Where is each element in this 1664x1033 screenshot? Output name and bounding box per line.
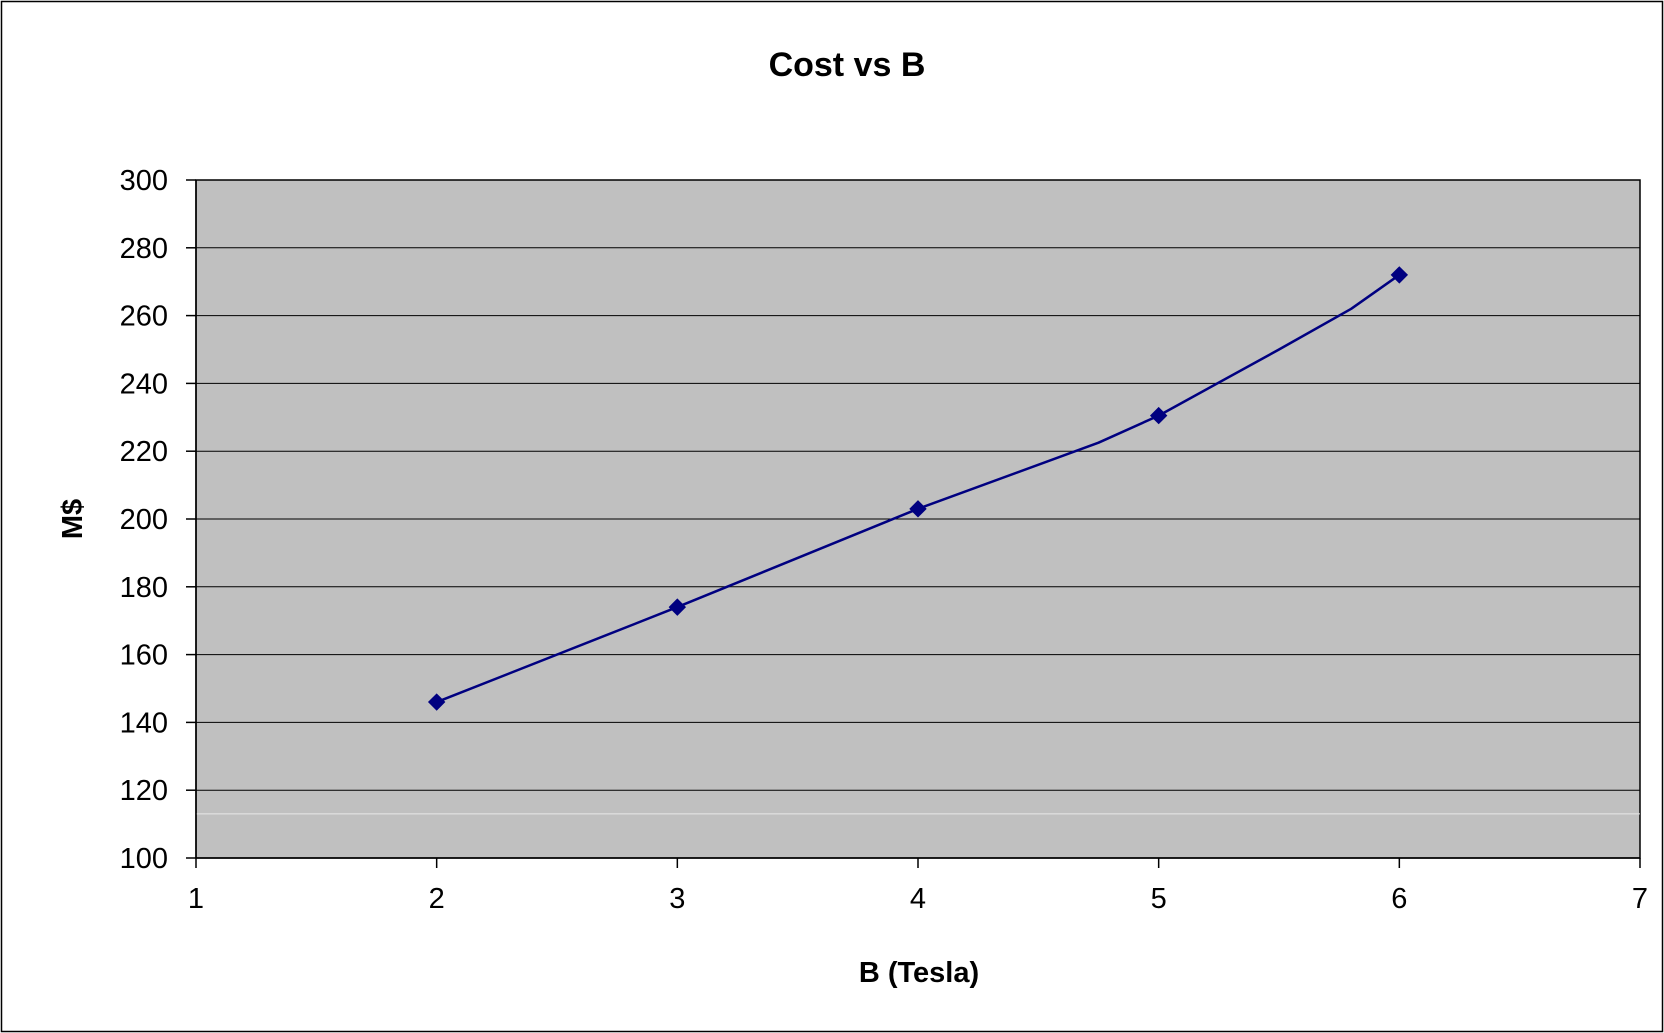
plot-area: 100 120 140 160 180 200 220 240 260 280 300 1 2 3 4 5 6 7 <box>120 165 1648 915</box>
x-tick-label: 7 <box>1632 883 1648 915</box>
y-tick-label: 260 <box>120 301 168 333</box>
data-point-marker <box>909 500 927 518</box>
y-tick-label: 240 <box>120 368 168 400</box>
y-tick-label: 140 <box>120 707 168 739</box>
chart-title: Cost vs B <box>769 46 926 84</box>
y-tick-label: 160 <box>120 640 168 672</box>
y-tick-label: 300 <box>120 165 168 197</box>
y-tick-label: 280 <box>120 233 168 265</box>
data-point-marker <box>427 693 446 711</box>
x-tick-label: 2 <box>429 883 445 915</box>
series-line <box>436 273 1401 704</box>
x-tick-label: 4 <box>910 883 926 915</box>
y-tick-label: 100 <box>120 843 168 875</box>
x-axis-title: B (Tesla) <box>859 957 979 989</box>
y-tick-label: 180 <box>120 572 168 604</box>
x-tick-label: 6 <box>1391 883 1407 915</box>
x-tick-label: 3 <box>669 883 685 915</box>
x-tick-label: 5 <box>1151 883 1167 915</box>
data-point-marker <box>668 598 687 616</box>
data-point-marker <box>1149 406 1168 425</box>
y-axis-title: M$ <box>57 499 89 539</box>
y-tick-label: 200 <box>120 504 168 536</box>
y-tick-label: 120 <box>120 775 168 807</box>
data-point-marker <box>1390 266 1409 284</box>
y-tick-label: 220 <box>120 436 168 468</box>
x-tick-label: 1 <box>188 883 204 915</box>
